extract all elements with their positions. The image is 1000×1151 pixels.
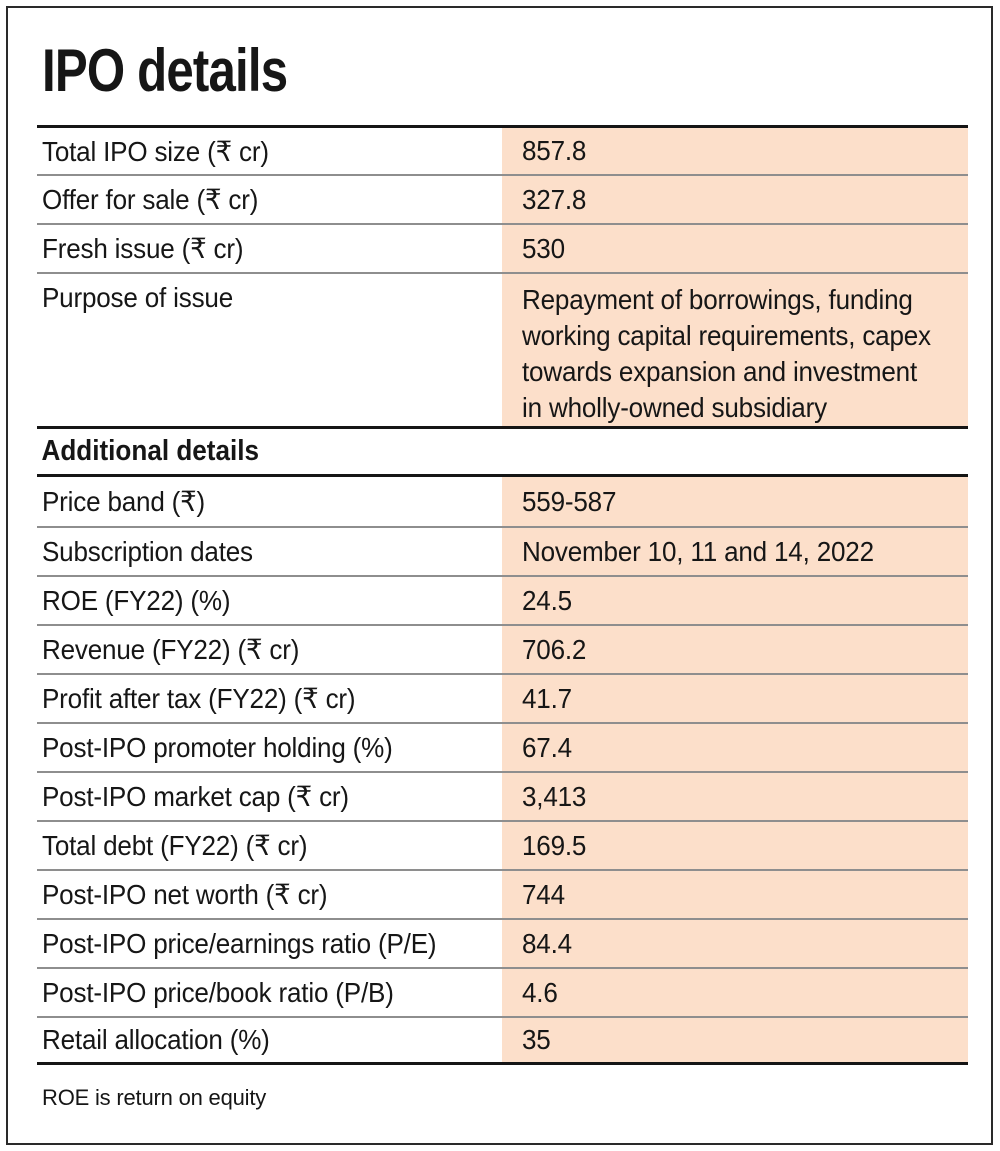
table-row: Fresh issue (₹ cr) 530	[37, 223, 968, 272]
row-value: 744	[522, 878, 565, 910]
table-row: Post-IPO promoter holding (%) 67.4	[37, 722, 968, 771]
row-label: Post-IPO price/earnings ratio (P/E)	[42, 927, 437, 959]
row-label: Total debt (FY22) (₹ cr)	[42, 830, 308, 861]
row-value: 169.5	[522, 829, 587, 861]
section-header: Additional details	[41, 435, 260, 467]
row-label-cell: Fresh issue (₹ cr)	[37, 225, 502, 272]
table-row: Profit after tax (FY22) (₹ cr) 41.7	[37, 673, 968, 722]
row-label-cell: Post-IPO net worth (₹ cr)	[37, 871, 502, 918]
row-value: 41.7	[522, 682, 572, 714]
row-value-cell: 84.4	[502, 920, 968, 967]
row-label: Revenue (FY22) (₹ cr)	[42, 634, 300, 665]
table-row: Price band (₹) 559-587	[37, 477, 968, 526]
row-label: Price band (₹)	[42, 486, 206, 517]
row-label-cell: Post-IPO promoter holding (%)	[37, 724, 502, 771]
row-value: 35	[522, 1024, 551, 1055]
row-label: Purpose of issue	[42, 282, 233, 313]
row-label: Subscription dates	[42, 535, 253, 567]
row-label-cell: Profit after tax (FY22) (₹ cr)	[37, 675, 502, 722]
row-label-cell: Purpose of issue	[37, 274, 502, 426]
row-label: ROE (FY22) (%)	[42, 584, 231, 616]
row-value-cell: 35	[502, 1018, 968, 1062]
row-value: 327.8	[522, 183, 587, 215]
row-label: Fresh issue (₹ cr)	[42, 233, 244, 264]
row-value-cell: 41.7	[502, 675, 968, 722]
row-value: 3,413	[522, 780, 587, 812]
table-row: Post-IPO net worth (₹ cr) 744	[37, 869, 968, 918]
row-value: 559-587	[522, 485, 617, 517]
row-label-cell: Post-IPO market cap (₹ cr)	[37, 773, 502, 820]
table-row: Offer for sale (₹ cr) 327.8	[37, 174, 968, 223]
table-row: Post-IPO price/earnings ratio (P/E) 84.4	[37, 918, 968, 967]
row-label: Profit after tax (FY22) (₹ cr)	[42, 683, 356, 714]
row-label: Retail allocation (%)	[42, 1024, 270, 1055]
page-title: IPO details	[42, 37, 288, 104]
row-value-cell: 857.8	[502, 128, 968, 174]
table-row: Post-IPO market cap (₹ cr) 3,413	[37, 771, 968, 820]
row-value: 530	[522, 232, 565, 264]
row-value-cell: 327.8	[502, 176, 968, 223]
row-label: Post-IPO net worth (₹ cr)	[42, 879, 328, 910]
table-row: Total debt (FY22) (₹ cr) 169.5	[37, 820, 968, 869]
row-label: Post-IPO market cap (₹ cr)	[42, 781, 349, 812]
row-label-cell: Total IPO size (₹ cr)	[37, 128, 502, 174]
row-value: 857.8	[522, 135, 587, 166]
row-value-cell: 4.6	[502, 969, 968, 1016]
row-label-cell: ROE (FY22) (%)	[37, 577, 502, 624]
row-label-cell: Price band (₹)	[37, 477, 502, 526]
infographic-frame: IPO details Total IPO size (₹ cr) 857.8 …	[6, 6, 993, 1145]
table-row: Retail allocation (%) 35	[37, 1016, 968, 1065]
table-row: Post-IPO price/book ratio (P/B) 4.6	[37, 967, 968, 1016]
row-label: Post-IPO price/book ratio (P/B)	[42, 976, 394, 1008]
infographic-content: IPO details Total IPO size (₹ cr) 857.8 …	[37, 8, 968, 1111]
row-value-cell: 67.4	[502, 724, 968, 771]
row-value-cell: 24.5	[502, 577, 968, 624]
row-label: Offer for sale (₹ cr)	[42, 184, 259, 215]
row-label-cell: Post-IPO price/book ratio (P/B)	[37, 969, 502, 1016]
row-value: 706.2	[522, 633, 587, 665]
row-label-cell: Retail allocation (%)	[37, 1018, 502, 1062]
row-value-cell: 744	[502, 871, 968, 918]
row-value: 67.4	[522, 731, 572, 763]
row-label: Post-IPO promoter holding (%)	[42, 731, 393, 763]
row-value-cell: 169.5	[502, 822, 968, 869]
row-label-cell: Offer for sale (₹ cr)	[37, 176, 502, 223]
row-value: 84.4	[522, 927, 572, 959]
table-row: Total IPO size (₹ cr) 857.8	[37, 125, 968, 174]
table-row: ROE (FY22) (%) 24.5	[37, 575, 968, 624]
row-label-cell: Revenue (FY22) (₹ cr)	[37, 626, 502, 673]
footnote: ROE is return on equity	[42, 1085, 267, 1110]
row-value: November 10, 11 and 14, 2022	[522, 535, 874, 567]
row-label-cell: Post-IPO price/earnings ratio (P/E)	[37, 920, 502, 967]
row-value-cell: 530	[502, 225, 968, 272]
row-value-cell: Repayment of borrowings, funding working…	[502, 274, 968, 426]
table-row: Subscription dates November 10, 11 and 1…	[37, 526, 968, 575]
table-row: Purpose of issue Repayment of borrowings…	[37, 272, 968, 429]
table-row: Revenue (FY22) (₹ cr) 706.2	[37, 624, 968, 673]
row-value-cell: 3,413	[502, 773, 968, 820]
row-value-cell: November 10, 11 and 14, 2022	[502, 528, 968, 575]
row-value-cell: 706.2	[502, 626, 968, 673]
row-value-cell: 559-587	[502, 477, 968, 526]
section-header-row: Additional details	[37, 429, 968, 477]
row-label: Total IPO size (₹ cr)	[42, 135, 269, 167]
row-label-cell: Subscription dates	[37, 528, 502, 575]
row-value: 4.6	[522, 976, 558, 1008]
row-value: Repayment of borrowings, funding working…	[522, 284, 931, 423]
row-value: 24.5	[522, 584, 572, 616]
ipo-details-table: Total IPO size (₹ cr) 857.8 Offer for sa…	[37, 125, 968, 1065]
row-label-cell: Total debt (FY22) (₹ cr)	[37, 822, 502, 869]
